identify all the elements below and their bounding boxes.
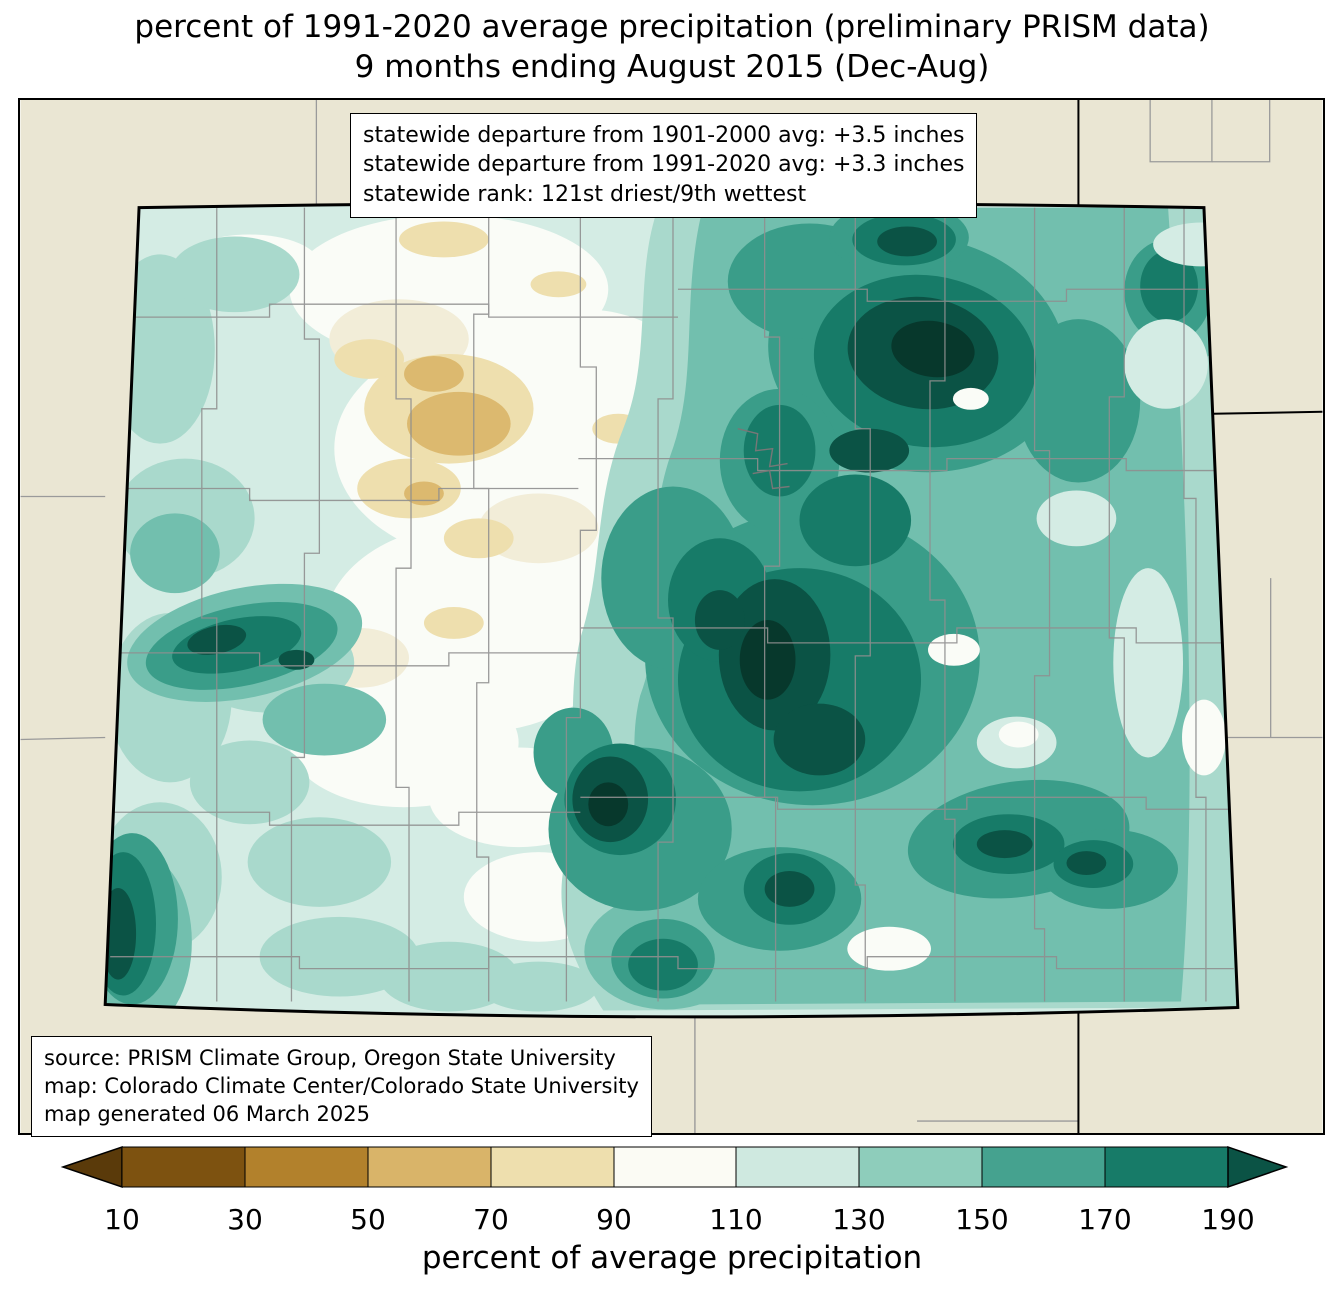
colorbar-tick-label: 150 bbox=[955, 1203, 1008, 1236]
stats-line: statewide departure from 1991-2020 avg: … bbox=[363, 152, 965, 178]
colorbar-segment bbox=[735, 1146, 860, 1188]
stats-box: statewide departure from 1901-2000 avg: … bbox=[350, 113, 978, 219]
title-line-2: 9 months ending August 2015 (Dec-Aug) bbox=[354, 48, 990, 85]
colorbar-tick-label: 30 bbox=[227, 1203, 263, 1236]
contour-level-teal-deepest bbox=[588, 320, 975, 827]
colorbar-over-arrow bbox=[1227, 1145, 1289, 1189]
contour-level-teal-darkest bbox=[105, 226, 1107, 980]
stats-line: statewide rank: 121st driest/9th wettest bbox=[363, 181, 807, 207]
source-line: map generated 06 March 2025 bbox=[44, 1102, 371, 1127]
colorbar-segment bbox=[244, 1146, 369, 1188]
contour-level-tan bbox=[404, 356, 511, 506]
colorbar-segment bbox=[121, 1146, 246, 1188]
contour-white-spots bbox=[847, 387, 1226, 971]
colorado-precipitation-map bbox=[20, 100, 1323, 1133]
colorbar-tick-labels: 10 30 50 70 90 110 130 150 170 190 bbox=[104, 1203, 1255, 1236]
colorbar-tick-label: 10 bbox=[104, 1203, 140, 1236]
colorbar-tick-label: 90 bbox=[596, 1203, 632, 1236]
contour-pale-spots bbox=[976, 222, 1238, 769]
colorbar-tick-label: 130 bbox=[832, 1203, 885, 1236]
colorbar-title: percent of average precipitation bbox=[421, 1240, 923, 1276]
colorbar-segment bbox=[981, 1146, 1106, 1188]
colorbar-tick-label: 190 bbox=[1201, 1203, 1254, 1236]
colorbar-segment bbox=[613, 1146, 738, 1188]
source-line: source: PRISM Climate Group, Oregon Stat… bbox=[44, 1046, 616, 1070]
colorbar-tick-label: 170 bbox=[1078, 1203, 1131, 1236]
colorbar-under-arrow bbox=[60, 1145, 123, 1189]
colorbar-segment bbox=[1104, 1146, 1229, 1188]
colorbar-tick-label: 70 bbox=[473, 1203, 509, 1236]
map-axes-frame: statewide departure from 1901-2000 avg: … bbox=[18, 98, 1325, 1138]
colorbar: 10 30 50 70 90 110 130 150 170 190 bbox=[60, 1145, 1289, 1236]
colorbar-segment bbox=[858, 1146, 983, 1188]
county-lines bbox=[105, 207, 1234, 1002]
source-line: map: Colorado Climate Center/Colorado St… bbox=[44, 1074, 639, 1099]
stats-line: statewide departure from 1901-2000 avg: … bbox=[363, 123, 965, 148]
colorbar-tick-label: 50 bbox=[350, 1203, 386, 1236]
colorbar-tick-label: 110 bbox=[709, 1203, 762, 1236]
colorbar-segment bbox=[490, 1146, 615, 1188]
title-line-1: percent of 1991-2020 average precipitati… bbox=[134, 9, 1210, 45]
denver-county-lines bbox=[737, 428, 790, 490]
precipitation-contours bbox=[105, 203, 1238, 1017]
source-box: source: PRISM Climate Group, Oregon Stat… bbox=[31, 1036, 652, 1138]
map-title: percent of 1991-2020 average precipitati… bbox=[0, 8, 1344, 87]
colorbar-segment bbox=[367, 1146, 492, 1188]
